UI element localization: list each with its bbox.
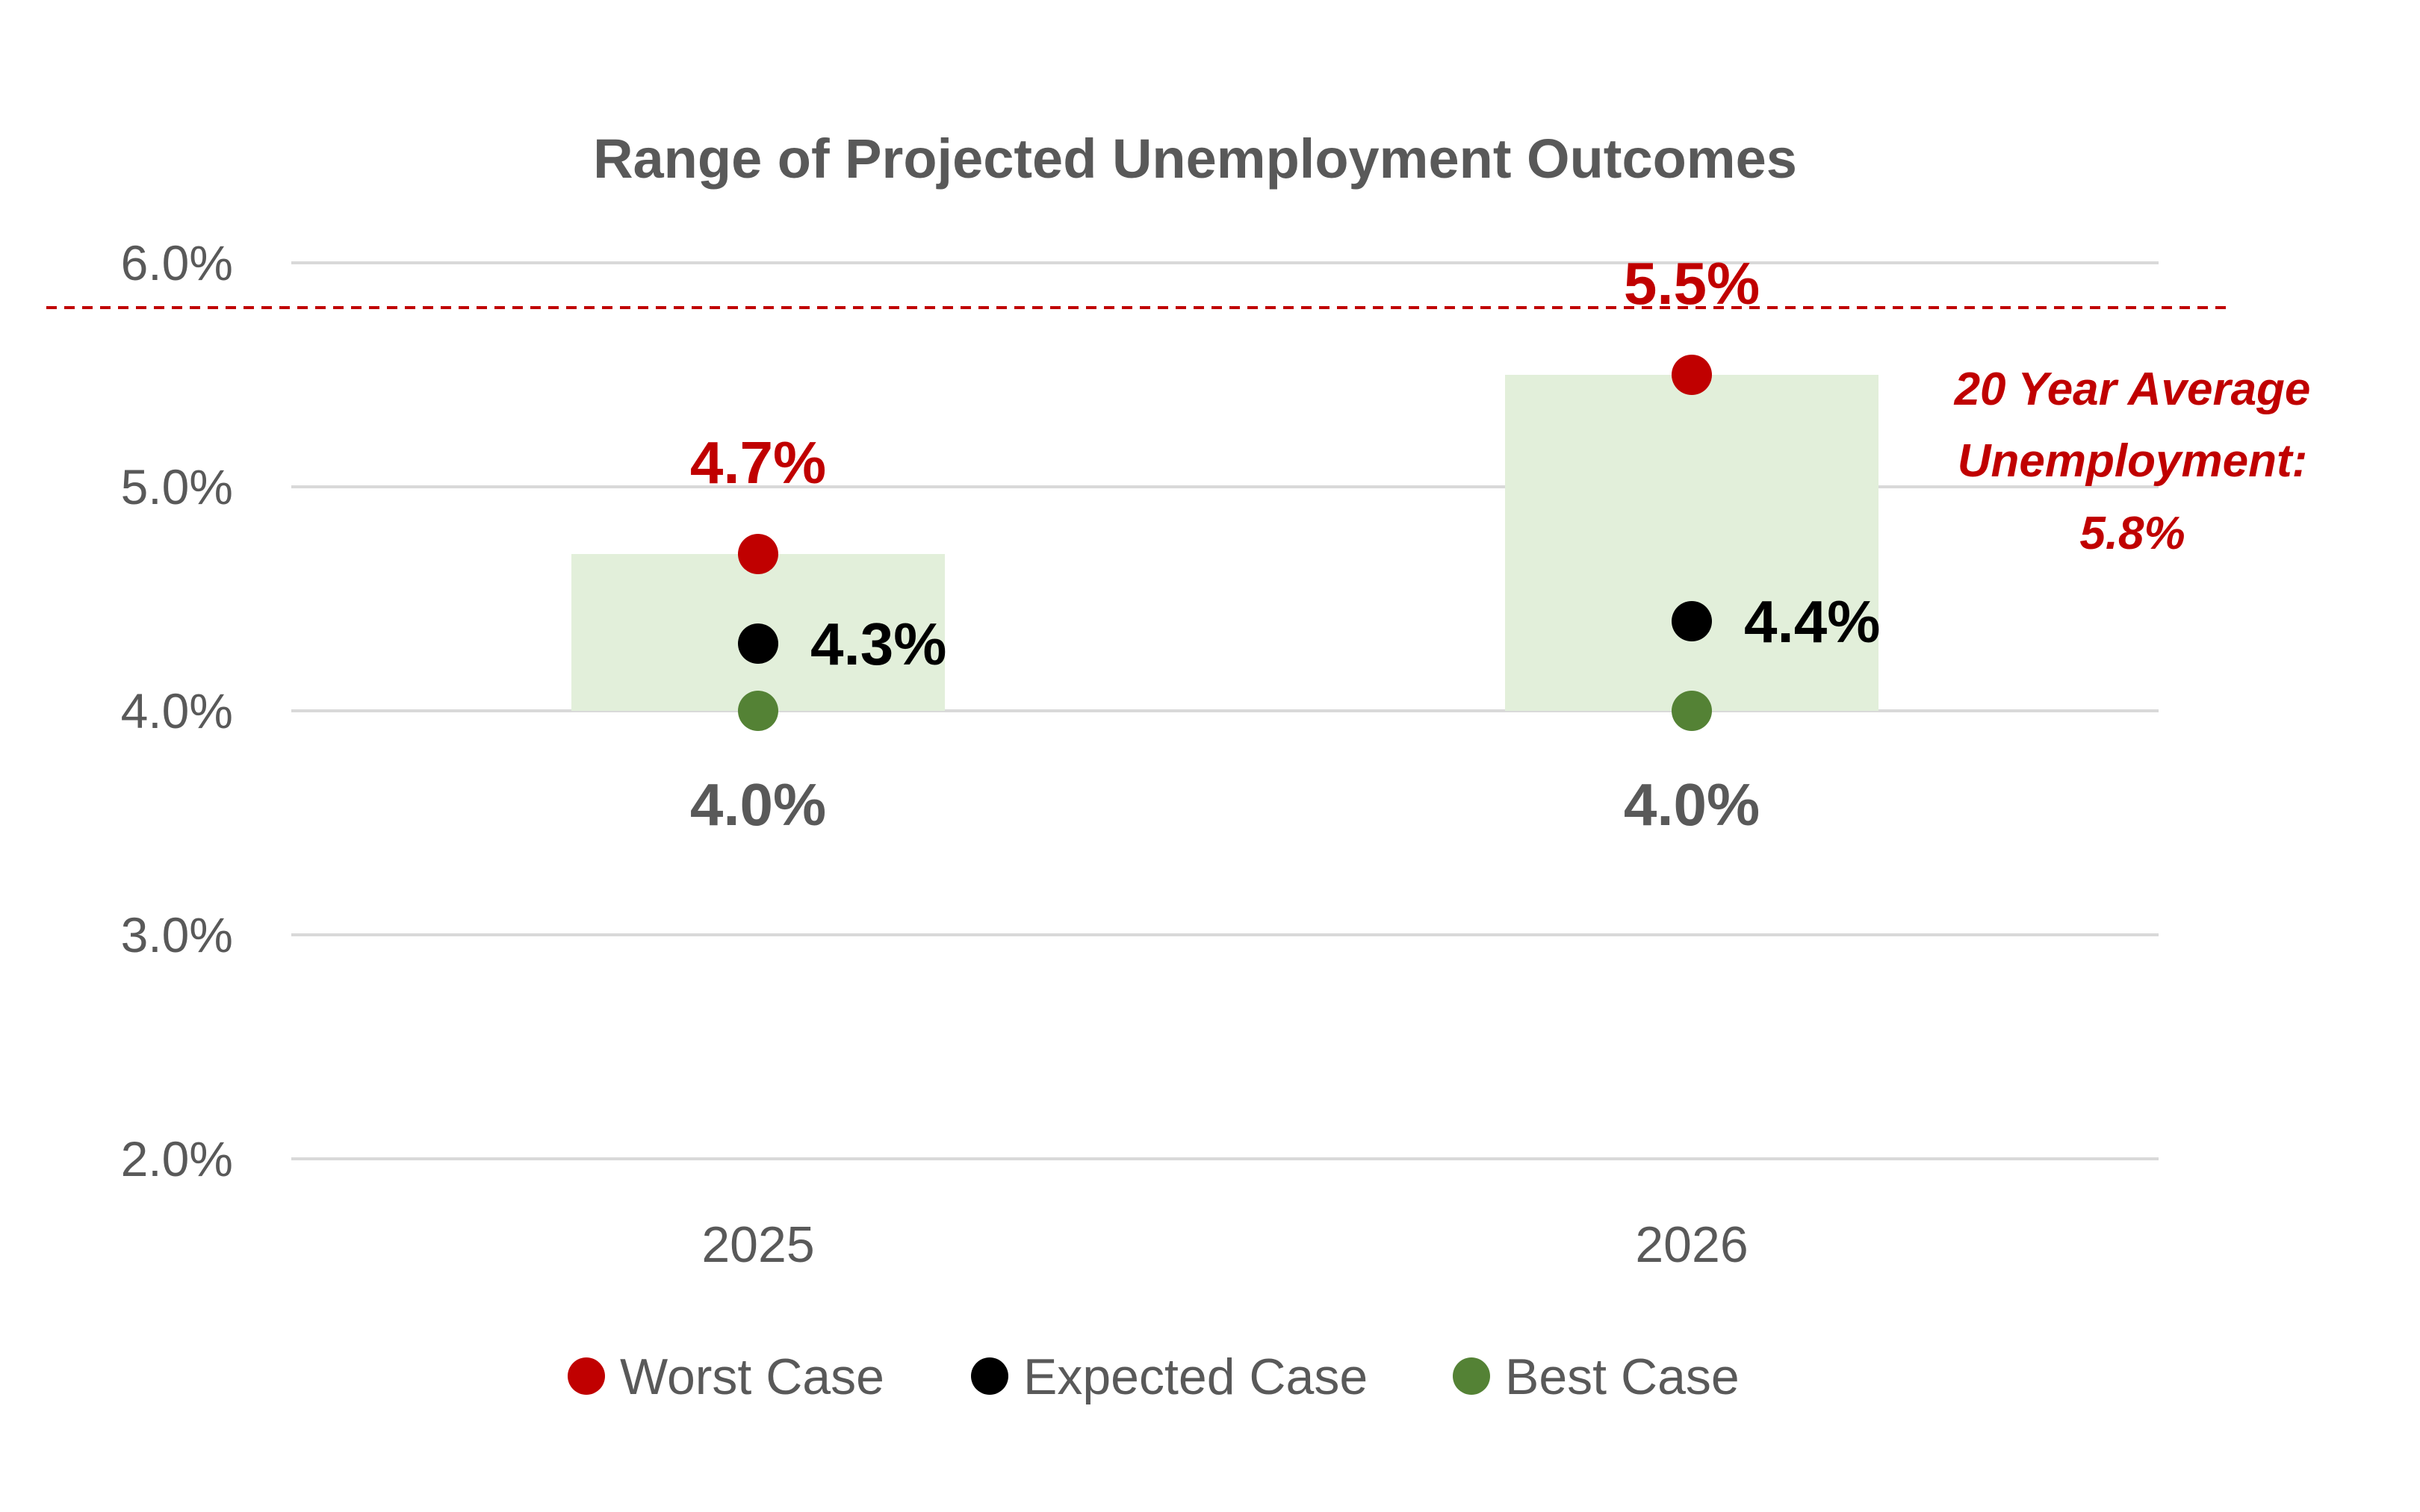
y-tick-label-3: 5.0%: [121, 459, 233, 514]
reference-label-line-3: 5.8%: [2079, 508, 2185, 559]
legend: Worst Case Expected Case Best Case: [568, 1348, 1740, 1405]
data-label-worst-case-2026: 5.5%: [1624, 250, 1760, 317]
point-expected-case-2026: [1672, 601, 1712, 641]
data-label-expected-case-2025: 4.3%: [810, 611, 946, 677]
point-best-case-2025: [738, 691, 778, 731]
data-label-worst-case-2025: 4.7%: [690, 429, 826, 496]
axis-labels: 2.0% 3.0% 4.0% 5.0% 6.0% 2025 2026: [121, 235, 1749, 1273]
reference-line-group: 20 Year Average Unemployment: 5.8%: [46, 306, 2311, 559]
y-tick-label-0: 2.0%: [121, 1131, 233, 1186]
y-tick-label-4: 6.0%: [121, 235, 233, 290]
data-points: [738, 355, 1712, 731]
point-expected-case-2025: [738, 623, 778, 664]
y-tick-label-2: 4.0%: [121, 683, 233, 738]
data-label-best-case-2026: 4.0%: [1624, 771, 1760, 838]
data-label-best-case-2025: 4.0%: [690, 771, 826, 838]
data-labels: 4.7% 5.5% 4.3% 4.4% 4.0% 4.0%: [690, 250, 1881, 838]
legend-label-best-case: Best Case: [1505, 1348, 1740, 1405]
range-bar-2026: [1505, 375, 1878, 711]
legend-marker-worst-case: [568, 1357, 605, 1395]
x-category-label-2025: 2025: [701, 1216, 814, 1273]
point-worst-case-2025: [738, 534, 778, 574]
data-label-expected-case-2026: 4.4%: [1744, 588, 1880, 655]
reference-label-line-2: Unemployment:: [1958, 435, 2307, 487]
legend-label-worst-case: Worst Case: [620, 1348, 884, 1405]
legend-marker-expected-case: [971, 1357, 1008, 1395]
legend-marker-best-case: [1453, 1357, 1490, 1395]
y-tick-label-1: 3.0%: [121, 907, 233, 962]
point-worst-case-2026: [1672, 355, 1712, 395]
chart-title: Range of Projected Unemployment Outcomes: [593, 128, 1797, 190]
point-best-case-2026: [1672, 691, 1712, 731]
reference-label-line-1: 20 Year Average: [1954, 364, 2311, 415]
legend-label-expected-case: Expected Case: [1023, 1348, 1368, 1405]
x-category-label-2026: 2026: [1635, 1216, 1748, 1273]
